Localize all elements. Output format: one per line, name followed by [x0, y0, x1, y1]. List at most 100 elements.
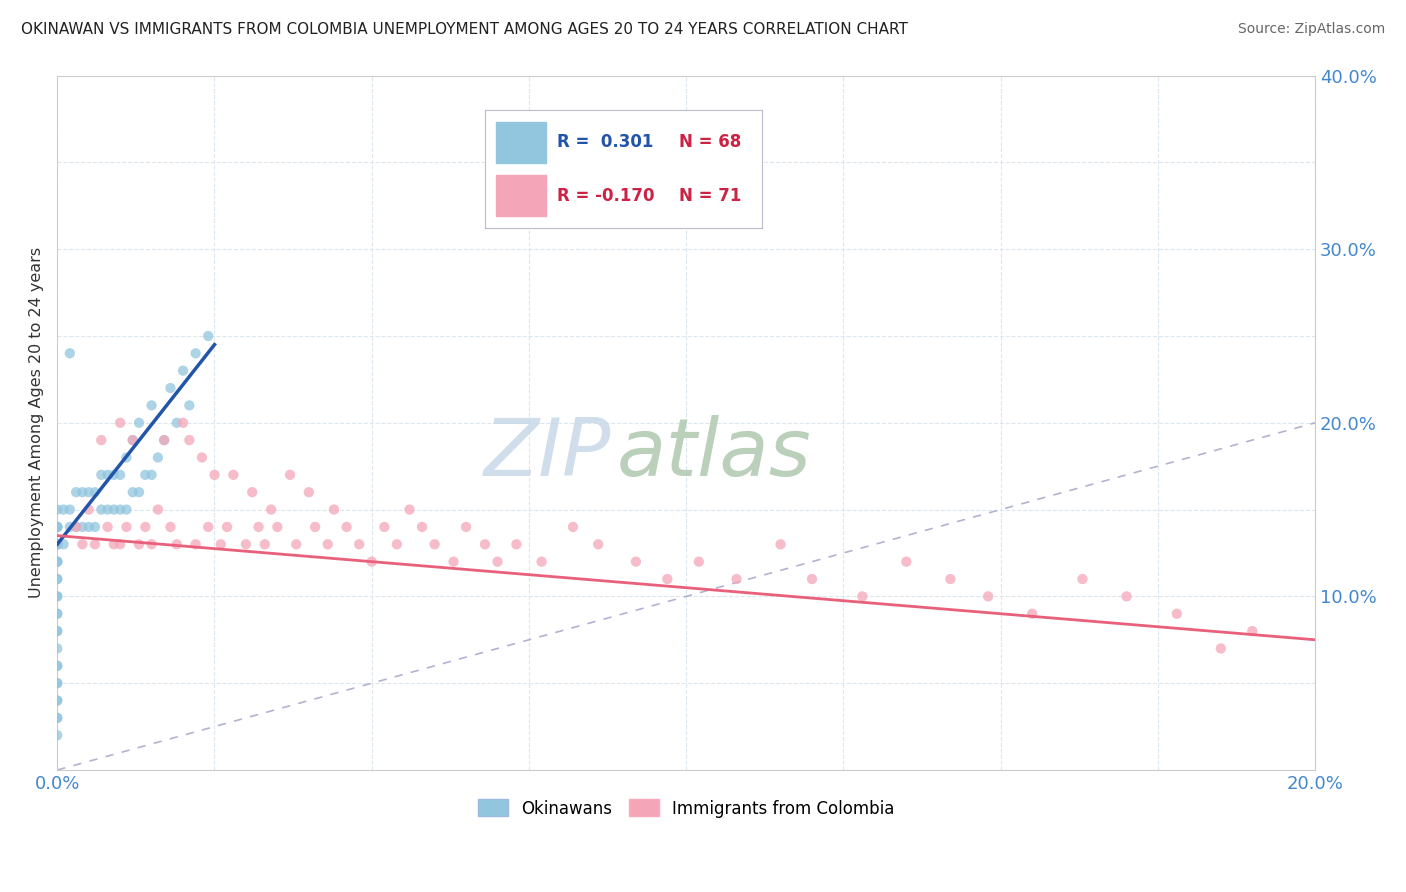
Point [146, 450, 169, 465]
Point [46, 658, 69, 673]
Point [46, 502, 69, 516]
Point [52, 537, 75, 551]
Point [159, 520, 181, 534]
Point [46, 624, 69, 639]
Point [46, 555, 69, 569]
Point [197, 520, 219, 534]
Point [90, 433, 112, 447]
Point [179, 433, 201, 447]
Point [103, 502, 125, 516]
Point [90, 502, 112, 516]
Point [423, 537, 446, 551]
Point [108, 467, 131, 482]
Point [46, 676, 69, 690]
Point [46, 590, 69, 604]
Point [454, 520, 477, 534]
Point [46, 728, 69, 742]
Point [977, 590, 1000, 604]
Point [896, 555, 918, 569]
Point [191, 450, 214, 465]
Point [97, 467, 120, 482]
Point [108, 416, 131, 430]
Point [134, 520, 156, 534]
Point [172, 364, 194, 378]
Point [46, 555, 69, 569]
Point [240, 485, 263, 500]
Point [115, 450, 138, 465]
Point [530, 555, 553, 569]
Point [505, 537, 527, 551]
Point [46, 537, 69, 551]
Point [1071, 572, 1094, 586]
Point [84, 520, 107, 534]
Point [657, 572, 679, 586]
Point [298, 485, 321, 500]
Point [373, 520, 395, 534]
Point [121, 485, 143, 500]
Point [121, 433, 143, 447]
Point [1021, 607, 1043, 621]
Point [336, 520, 359, 534]
Point [72, 520, 94, 534]
Point [46, 520, 69, 534]
Point [159, 381, 181, 395]
Point [253, 537, 276, 551]
Point [46, 537, 69, 551]
Text: ZIP: ZIP [484, 415, 610, 493]
Point [46, 693, 69, 707]
Point [77, 485, 100, 500]
Point [108, 502, 131, 516]
Point [46, 520, 69, 534]
Point [141, 467, 163, 482]
Point [316, 537, 339, 551]
Point [260, 502, 283, 516]
Point [108, 537, 131, 551]
Point [115, 502, 138, 516]
Point [46, 520, 69, 534]
Point [46, 607, 69, 621]
Point [1115, 590, 1137, 604]
Point [84, 537, 107, 551]
Point [624, 555, 647, 569]
Point [586, 537, 609, 551]
Point [46, 607, 69, 621]
Point [153, 433, 176, 447]
Point [46, 572, 69, 586]
Point [128, 537, 150, 551]
Point [97, 520, 120, 534]
Point [59, 346, 82, 360]
Point [59, 520, 82, 534]
Point [486, 555, 509, 569]
Point [72, 485, 94, 500]
Point [278, 467, 301, 482]
Point [688, 555, 710, 569]
Y-axis label: Unemployment Among Ages 20 to 24 years: Unemployment Among Ages 20 to 24 years [30, 247, 44, 599]
Point [204, 467, 226, 482]
Point [153, 433, 176, 447]
Text: Source: ZipAtlas.com: Source: ZipAtlas.com [1237, 22, 1385, 37]
Point [77, 520, 100, 534]
Point [84, 485, 107, 500]
Point [46, 711, 69, 725]
Point [398, 502, 420, 516]
Point [235, 537, 257, 551]
Point [197, 329, 219, 343]
Point [266, 520, 288, 534]
Point [360, 555, 382, 569]
Point [46, 520, 69, 534]
Point [1241, 624, 1264, 639]
Point [46, 555, 69, 569]
Point [46, 572, 69, 586]
Point [323, 502, 346, 516]
Point [90, 467, 112, 482]
Point [304, 520, 326, 534]
Point [1166, 607, 1188, 621]
Point [217, 520, 239, 534]
Point [77, 502, 100, 516]
Point [222, 467, 245, 482]
Point [115, 520, 138, 534]
Point [443, 555, 465, 569]
Point [179, 398, 201, 412]
Point [172, 416, 194, 430]
Point [141, 398, 163, 412]
